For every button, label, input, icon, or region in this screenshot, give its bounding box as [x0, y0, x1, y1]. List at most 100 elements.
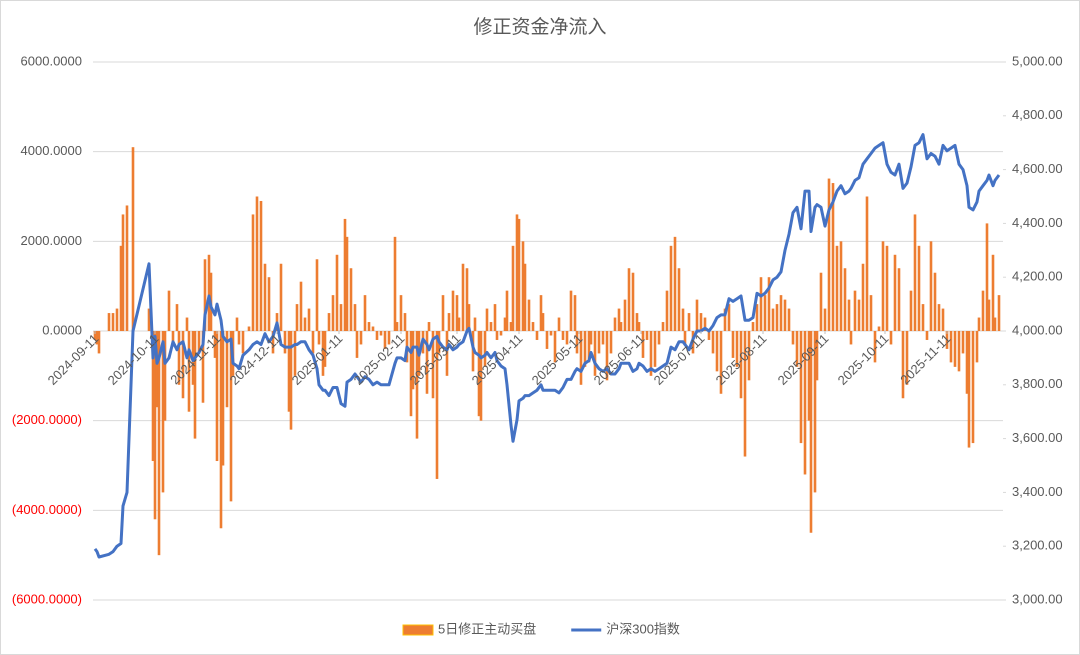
bar	[121, 214, 125, 331]
bar	[967, 331, 971, 448]
bar	[181, 331, 185, 399]
line	[93, 133, 1001, 559]
bar	[425, 331, 429, 394]
bar	[645, 331, 649, 340]
bar	[455, 295, 459, 331]
bar	[201, 331, 205, 403]
bar	[303, 317, 307, 331]
bar	[237, 331, 241, 345]
bar	[415, 331, 419, 439]
bar	[155, 331, 159, 408]
bar	[981, 290, 985, 331]
bar	[977, 317, 981, 331]
bar	[467, 304, 471, 331]
bar	[343, 218, 347, 331]
bar	[279, 263, 283, 331]
bar	[573, 295, 577, 331]
bar	[677, 268, 681, 331]
bar	[993, 317, 997, 331]
bar	[409, 331, 413, 417]
bar	[813, 331, 817, 493]
bar	[197, 331, 201, 354]
bar	[171, 331, 175, 345]
bar	[987, 299, 991, 331]
bar	[339, 304, 343, 331]
bar	[321, 331, 325, 376]
bar	[637, 322, 641, 331]
bar	[601, 331, 605, 345]
y2-tick-label: 4,600.00	[1012, 161, 1063, 176]
bar	[971, 331, 975, 444]
bar	[161, 331, 165, 493]
bar	[345, 236, 349, 331]
bar	[93, 331, 97, 340]
bar	[495, 331, 499, 340]
bar	[719, 331, 723, 394]
bar	[479, 331, 483, 421]
bar	[975, 331, 979, 363]
bar	[403, 313, 407, 331]
bar	[861, 263, 865, 331]
bar	[965, 331, 969, 394]
bar	[111, 313, 115, 331]
bar	[687, 313, 691, 331]
bar	[783, 299, 787, 331]
bar	[835, 245, 839, 331]
bar	[657, 331, 661, 345]
bar	[493, 304, 497, 331]
bar	[661, 322, 665, 331]
bar	[925, 331, 929, 340]
bar	[791, 331, 795, 345]
bar	[97, 331, 101, 354]
bar	[167, 290, 171, 331]
bar	[235, 317, 239, 331]
y2-tick-label: 4,400.00	[1012, 215, 1063, 230]
bar	[635, 313, 639, 331]
bar	[579, 331, 583, 385]
bar	[445, 331, 449, 376]
y-tick-label: 4000.0000	[21, 143, 82, 158]
bar	[711, 331, 715, 354]
bar	[613, 317, 617, 331]
y-tick-label: 0.0000	[42, 322, 82, 337]
bar	[665, 290, 669, 331]
bar	[815, 331, 819, 381]
bar	[889, 331, 893, 345]
bar	[151, 331, 155, 462]
y-tick-label: (4000.0000)	[12, 502, 82, 517]
bar	[383, 331, 387, 349]
bar	[523, 263, 527, 331]
bar	[857, 299, 861, 331]
y-tick-label: (6000.0000)	[12, 591, 82, 606]
bar	[95, 331, 99, 345]
bar	[575, 331, 579, 354]
y2-tick-label: 3,600.00	[1012, 430, 1063, 445]
bar	[541, 313, 545, 331]
bar	[517, 218, 521, 331]
bar	[327, 313, 331, 331]
bar	[283, 331, 287, 354]
bar	[451, 290, 455, 331]
bar	[177, 331, 181, 385]
bar	[527, 299, 531, 331]
bar	[565, 331, 569, 345]
bar	[583, 331, 587, 367]
bar	[119, 245, 123, 331]
bar	[175, 304, 179, 331]
bar	[699, 313, 703, 331]
bar	[505, 290, 509, 331]
bar	[367, 322, 371, 331]
bar	[387, 331, 391, 345]
bar	[307, 308, 311, 331]
bar	[375, 331, 379, 340]
bar	[219, 331, 223, 529]
bar	[457, 317, 461, 331]
bar	[427, 322, 431, 331]
bar	[597, 331, 601, 354]
bar	[751, 322, 755, 331]
bar	[163, 331, 167, 421]
bar	[767, 277, 771, 331]
bar	[893, 254, 897, 331]
y2-tick-label: 4,200.00	[1012, 269, 1063, 284]
